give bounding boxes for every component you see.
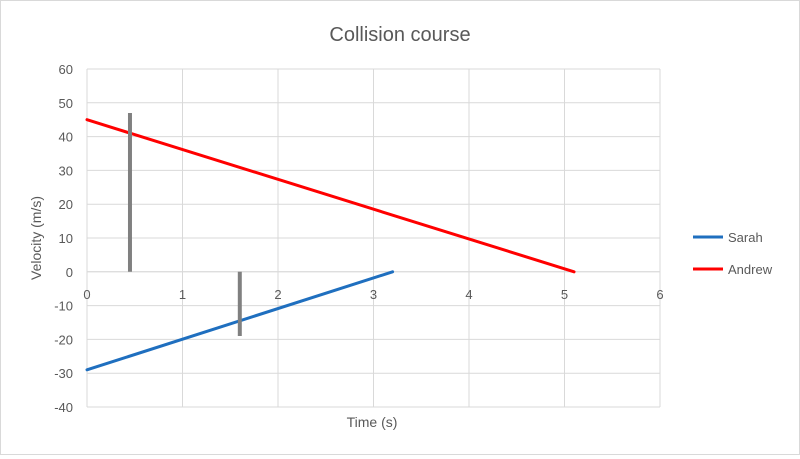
legend-label-sarah: Sarah (728, 230, 763, 245)
x-tick-label: 0 (83, 287, 90, 302)
y-tick-label: -30 (54, 366, 73, 381)
y-axis-title: Velocity (m/s) (28, 196, 44, 280)
y-tick-label: 0 (66, 265, 73, 280)
y-tick-label: 10 (59, 231, 73, 246)
y-tick-label: -40 (54, 400, 73, 415)
x-tick-label: 2 (274, 287, 281, 302)
legend-label-andrew: Andrew (728, 262, 773, 277)
annotations (127, 112, 242, 337)
x-tick-label: 4 (465, 287, 472, 302)
x-tick-label: 3 (370, 287, 377, 302)
tick-labels: -40 -30 -20 -10 0 10 20 30 40 50 60 0 1 2 3 4 5 6 (54, 62, 663, 415)
legend: Sarah Andrew (693, 230, 773, 277)
y-tick-label: 40 (59, 130, 73, 145)
y-tick-label: 50 (59, 96, 73, 111)
y-tick-label: -10 (54, 299, 73, 314)
chart-title: Collision course (329, 24, 470, 46)
x-tick-label: 5 (561, 287, 568, 302)
y-tick-label: 20 (59, 197, 73, 212)
series (85, 118, 576, 372)
y-tick-label: -20 (54, 332, 73, 347)
y-tick-label: 60 (59, 62, 73, 77)
series-line-andrew (85, 118, 576, 274)
grid (86, 68, 661, 408)
x-axis-title: Time (s) (347, 414, 398, 430)
x-tick-label: 6 (656, 287, 663, 302)
x-tick-label: 1 (179, 287, 186, 302)
y-tick-label: 30 (59, 163, 73, 178)
